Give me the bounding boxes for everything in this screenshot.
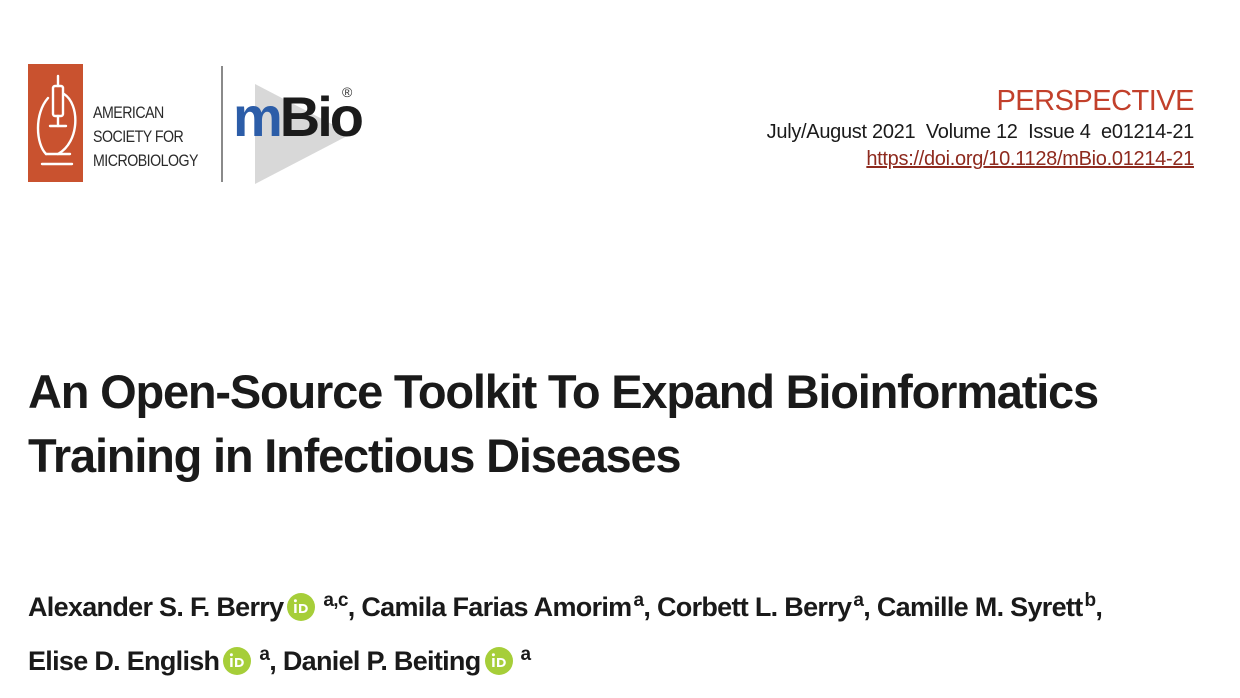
journal-logo-m: m xyxy=(233,85,283,148)
logo-divider xyxy=(221,66,223,182)
publisher-line-2: SOCIETY FOR xyxy=(93,128,184,146)
author-separator: , xyxy=(863,592,871,622)
author: Camila Farias Amorim a, xyxy=(361,590,651,622)
registered-mark: ® xyxy=(342,84,353,100)
title-line-1: An Open-Source Toolkit To Expand Bioinfo… xyxy=(28,365,1099,418)
author-separator: , xyxy=(1095,592,1103,622)
orcid-id-icon[interactable] xyxy=(223,647,252,675)
author: Daniel P. Beiting a xyxy=(282,644,532,676)
author-list: Alexander S. F. Berry a,c, Camila Farias … xyxy=(28,577,1218,685)
mbio-triangle-icon xyxy=(255,84,351,184)
author-name: Corbett L. Berry xyxy=(656,592,852,622)
author-name: Elise D. English xyxy=(28,646,220,676)
publisher-name: AMERICAN SOCIETY FOR MICROBIOLOGY xyxy=(93,101,199,173)
publisher-line-1: AMERICAN xyxy=(93,104,164,122)
author-name: Alexander S. F. Berry xyxy=(28,592,284,622)
citation: July/August 2021 Volume 12 Issue 4 e0121… xyxy=(766,121,1195,143)
author-affiliation: a,c xyxy=(323,590,348,611)
author-name: Camila Farias Amorim xyxy=(361,592,632,622)
author-separator: , xyxy=(347,592,355,622)
author-affiliation: a xyxy=(633,590,644,611)
orcid-id-icon[interactable] xyxy=(484,647,513,675)
author-separator: , xyxy=(269,646,277,676)
author-affiliation: a xyxy=(853,590,864,611)
doi-link[interactable]: https://doi.org/10.1128/mBio.01214-21 xyxy=(866,148,1194,170)
author: Corbett L. Berry a, xyxy=(656,590,871,622)
microscope-icon xyxy=(36,74,77,166)
orcid-id-icon[interactable] xyxy=(287,593,316,621)
article-meta: PERSPECTIVE July/August 2021 Volume 12 I… xyxy=(766,84,1195,172)
title-line-2: Training in Infectious Diseases xyxy=(28,429,682,482)
author-separator: , xyxy=(643,592,651,622)
publisher-line-3: MICROBIOLOGY xyxy=(93,152,199,170)
author: Elise D. English a, xyxy=(28,644,277,676)
author: Camille M. Syrett b, xyxy=(876,590,1103,622)
journal-logo: mBio xyxy=(233,85,364,148)
author-affiliation: a xyxy=(259,644,270,665)
author: Alexander S. F. Berry a,c, xyxy=(28,590,355,622)
author-name: Daniel P. Beiting xyxy=(282,646,481,676)
author-name: Camille M. Syrett xyxy=(876,592,1083,622)
asm-logo xyxy=(28,64,83,182)
journal-logo-bio: Bio xyxy=(279,85,364,148)
article-type: PERSPECTIVE xyxy=(996,85,1194,117)
author-affiliation: b xyxy=(1084,590,1097,611)
article-title: An Open-Source Toolkit To Expand Bioinfo… xyxy=(28,360,1178,488)
author-affiliation: a xyxy=(520,644,532,665)
